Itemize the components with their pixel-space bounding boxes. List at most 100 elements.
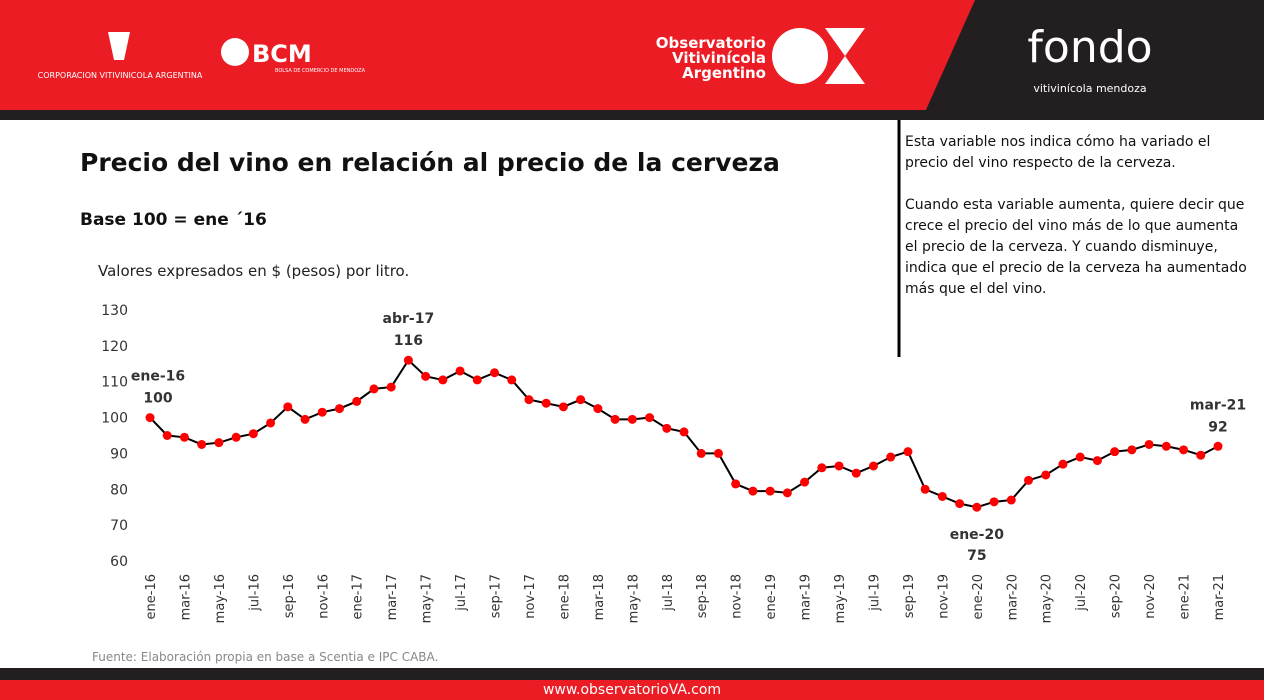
marker [369,384,379,394]
data-label: 100 [143,391,172,407]
point-label: mar-21 [1190,397,1246,413]
x-tick-label: mar-18 [592,574,607,620]
marker [507,375,517,385]
y-tick-label: 110 [101,375,128,391]
marker [438,375,448,385]
marker [197,439,207,449]
marker [713,448,723,458]
sidebar-paragraph: Cuando esta variable aumenta, quiere dec… [905,197,1247,297]
data-label: 92 [1208,419,1227,435]
y-tick-label: 120 [101,339,128,355]
y-tick-label: 90 [110,446,128,462]
marker [317,407,327,417]
marker [266,418,276,428]
x-tick-label: sep-17 [489,574,504,618]
y-tick-label: 70 [110,518,128,534]
source: Fuente: Elaboración propia en base a Sce… [92,650,439,664]
marker [1127,445,1137,455]
marker [645,413,655,423]
marker [731,479,741,489]
marker [610,414,620,424]
marker [179,432,189,442]
point-label: abr-17 [383,311,435,327]
marker [145,413,155,423]
marker [352,396,362,406]
marker [834,461,844,471]
marker [817,463,827,473]
marker [1161,441,1171,451]
marker [1075,452,1085,462]
x-tick-label: may-17 [420,574,435,623]
marker [679,427,689,437]
marker [334,404,344,414]
point-label: ene-16 [131,369,185,385]
logo1-text: CORPORACION VITIVINICOLA ARGENTINA [38,71,203,80]
x-tick-label: sep-18 [695,574,710,618]
chart-title: Precio del vino en relación al precio de… [80,148,780,177]
marker [1110,447,1120,457]
marker [403,355,413,365]
y-tick-label: 130 [101,303,128,319]
x-tick-label: sep-20 [1109,574,1124,618]
marker [231,432,241,442]
marker [558,402,568,412]
x-tick-label: sep-16 [282,574,297,618]
marker [920,484,930,494]
x-tick-label: nov-19 [936,574,951,619]
footer-text: www.observatorioVA.com [542,682,722,698]
marker [1041,470,1051,480]
marker [1092,456,1102,466]
marker [937,491,947,501]
marker [972,502,982,512]
marker [800,477,810,487]
x-tick-label: nov-18 [730,574,745,619]
marker [886,452,896,462]
marker [386,382,396,392]
x-tick-label: ene-18 [557,574,572,619]
x-tick-label: mar-21 [1212,574,1227,620]
marker [903,447,913,457]
footer-stripe [0,668,1264,680]
marker [1196,450,1206,460]
footer-band [0,680,1264,700]
marker [524,395,534,405]
marker [214,438,224,448]
logo3-circle [772,28,828,84]
x-tick-label: may-18 [626,574,641,623]
logo4-text: fondo [1027,22,1152,73]
marker [576,395,586,405]
marker [283,402,293,412]
marker [955,499,965,509]
marker [421,371,431,381]
marker [868,461,878,471]
marker [300,414,310,424]
marker [1144,439,1154,449]
x-tick-label: mar-19 [799,574,814,620]
marker [1006,495,1016,505]
marker [455,366,465,376]
x-tick-label: ene-17 [351,574,366,619]
logo1-icon [108,32,130,60]
x-tick-label: jul-16 [247,574,262,612]
x-tick-label: nov-16 [316,574,331,619]
marker [541,398,551,408]
x-tick-label: may-16 [213,574,228,623]
y-tick-label: 80 [110,482,128,498]
marker [1179,445,1189,455]
marker [1058,459,1068,469]
x-tick-label: ene-16 [144,574,159,619]
logo3-text: Observatorio Vitivinícola Argentino [655,34,766,82]
logo2-text: BCM [252,40,312,68]
x-tick-label: ene-21 [1178,574,1193,619]
sidebar: Esta variable nos indica cómo ha variado… [905,132,1255,300]
marker [851,468,861,478]
logo4-sub: vitivinícola mendoza [1033,82,1146,95]
x-tick-label: jul-19 [867,574,882,612]
marker [696,448,706,458]
marker [472,375,482,385]
marker [248,429,258,439]
x-tick-label: ene-19 [764,574,779,619]
data-label: 116 [394,333,423,349]
